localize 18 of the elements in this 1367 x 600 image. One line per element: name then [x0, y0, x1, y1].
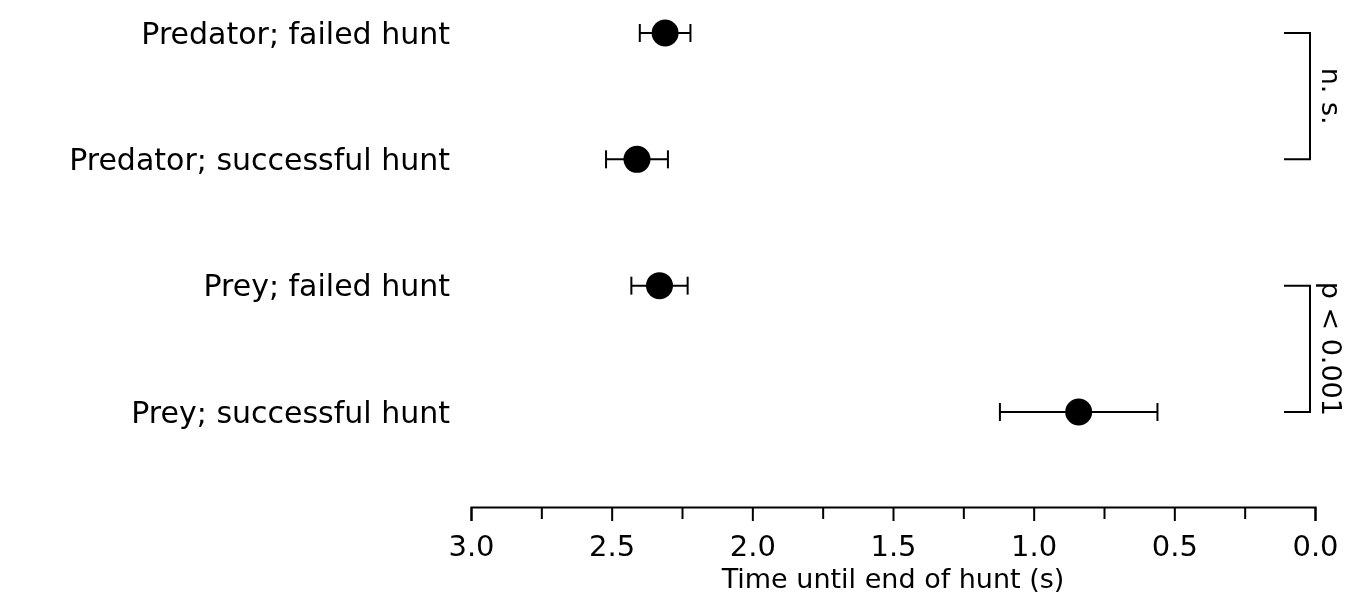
point: [651, 19, 679, 47]
x-tick-label: 2.5: [589, 528, 636, 563]
text: p < 0.001: [1316, 281, 1347, 416]
point: [1065, 398, 1093, 426]
y-tick-label: Predator; successful hunt: [69, 141, 451, 177]
x-tick-label: 0.5: [1151, 528, 1198, 563]
y-tick-label: Predator; failed hunt: [141, 15, 451, 51]
y-tick-label: Prey; successful hunt: [131, 394, 451, 430]
text: n. s.: [1316, 67, 1347, 125]
x-tick-label: 2.0: [729, 528, 776, 563]
x-tick-label: 1.5: [870, 528, 917, 563]
point: [623, 145, 651, 173]
x-axis-title: Time until end of hunt (s): [720, 563, 1065, 594]
x-tick-label: 3.0: [448, 528, 495, 563]
x-tick-label: 0.0: [1292, 528, 1339, 563]
point: [645, 272, 673, 300]
x-tick-label: 1.0: [1011, 528, 1058, 563]
y-tick-label: Prey; failed hunt: [203, 268, 451, 304]
